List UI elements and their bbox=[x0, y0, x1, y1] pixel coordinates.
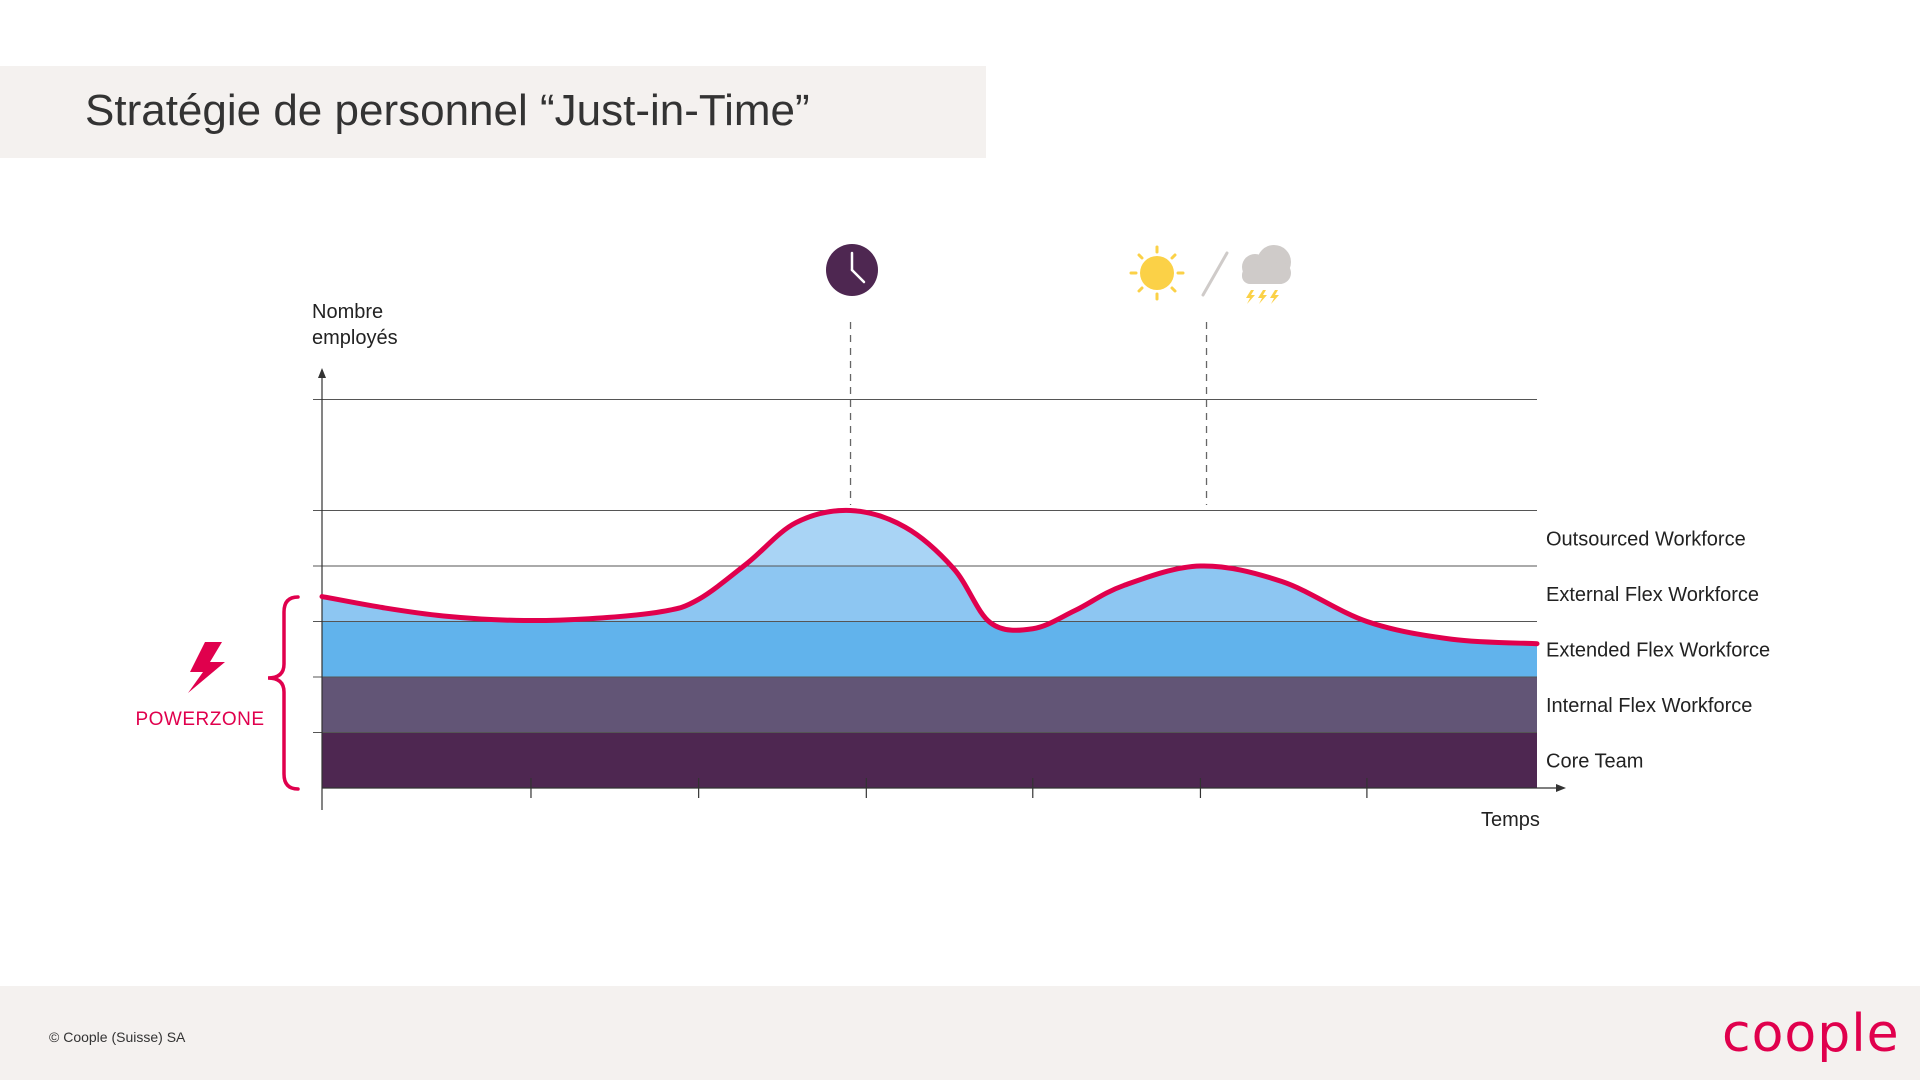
tier-label: Core Team bbox=[1546, 750, 1643, 772]
chart: Nombre employés Temps Core Team Internal F… bbox=[135, 244, 1770, 831]
clock-icon bbox=[826, 244, 878, 296]
footer: © Coople (Suisse) SA coople bbox=[0, 986, 1920, 1080]
sun-storm-icon bbox=[1129, 245, 1291, 304]
x-axis-label: Temps bbox=[1481, 809, 1540, 831]
tier-band bbox=[322, 677, 1537, 733]
copyright: © Coople (Suisse) SA bbox=[49, 1029, 186, 1045]
slash-separator bbox=[1201, 251, 1229, 297]
tier-label: Internal Flex Workforce bbox=[1546, 695, 1752, 717]
sun-icon bbox=[1129, 245, 1185, 301]
y-axis-label-line: employés bbox=[312, 327, 398, 349]
demand-line bbox=[319, 507, 1540, 647]
tier-band bbox=[322, 621, 1537, 677]
gridlines bbox=[313, 399, 1537, 733]
powerzone-label: POWERZONE bbox=[135, 709, 264, 730]
y-axis-arrow bbox=[318, 368, 326, 378]
page-title: Stratégie de personnel “Just-in-Time” bbox=[85, 86, 810, 135]
coople-logo: coople bbox=[1722, 1004, 1900, 1064]
tier-band bbox=[322, 566, 1537, 622]
tier-band bbox=[322, 732, 1537, 788]
axes bbox=[318, 368, 1566, 810]
x-ticks bbox=[530, 778, 1368, 798]
y-axis-label-line: Nombre bbox=[312, 301, 383, 323]
tier-labels: Core Team Internal Flex Workforce Extended… bbox=[1546, 528, 1770, 772]
x-axis-arrow bbox=[1556, 784, 1566, 792]
tier-label: Extended Flex Workforce bbox=[1546, 639, 1770, 661]
powerzone: POWERZONE bbox=[135, 595, 300, 791]
lightning-bolt-icon bbox=[188, 642, 225, 693]
tier-label: External Flex Workforce bbox=[1546, 584, 1759, 606]
y-axis-label: Nombre employés bbox=[312, 301, 398, 349]
event-lines bbox=[849, 322, 1208, 505]
tier-band bbox=[322, 510, 1537, 566]
storm-cloud-icon bbox=[1242, 245, 1291, 304]
tier-bands bbox=[322, 510, 1537, 788]
tier-label: Outsourced Workforce bbox=[1546, 528, 1746, 550]
title-band: Stratégie de personnel “Just-in-Time” bbox=[0, 66, 986, 158]
powerzone-brace bbox=[267, 595, 300, 791]
